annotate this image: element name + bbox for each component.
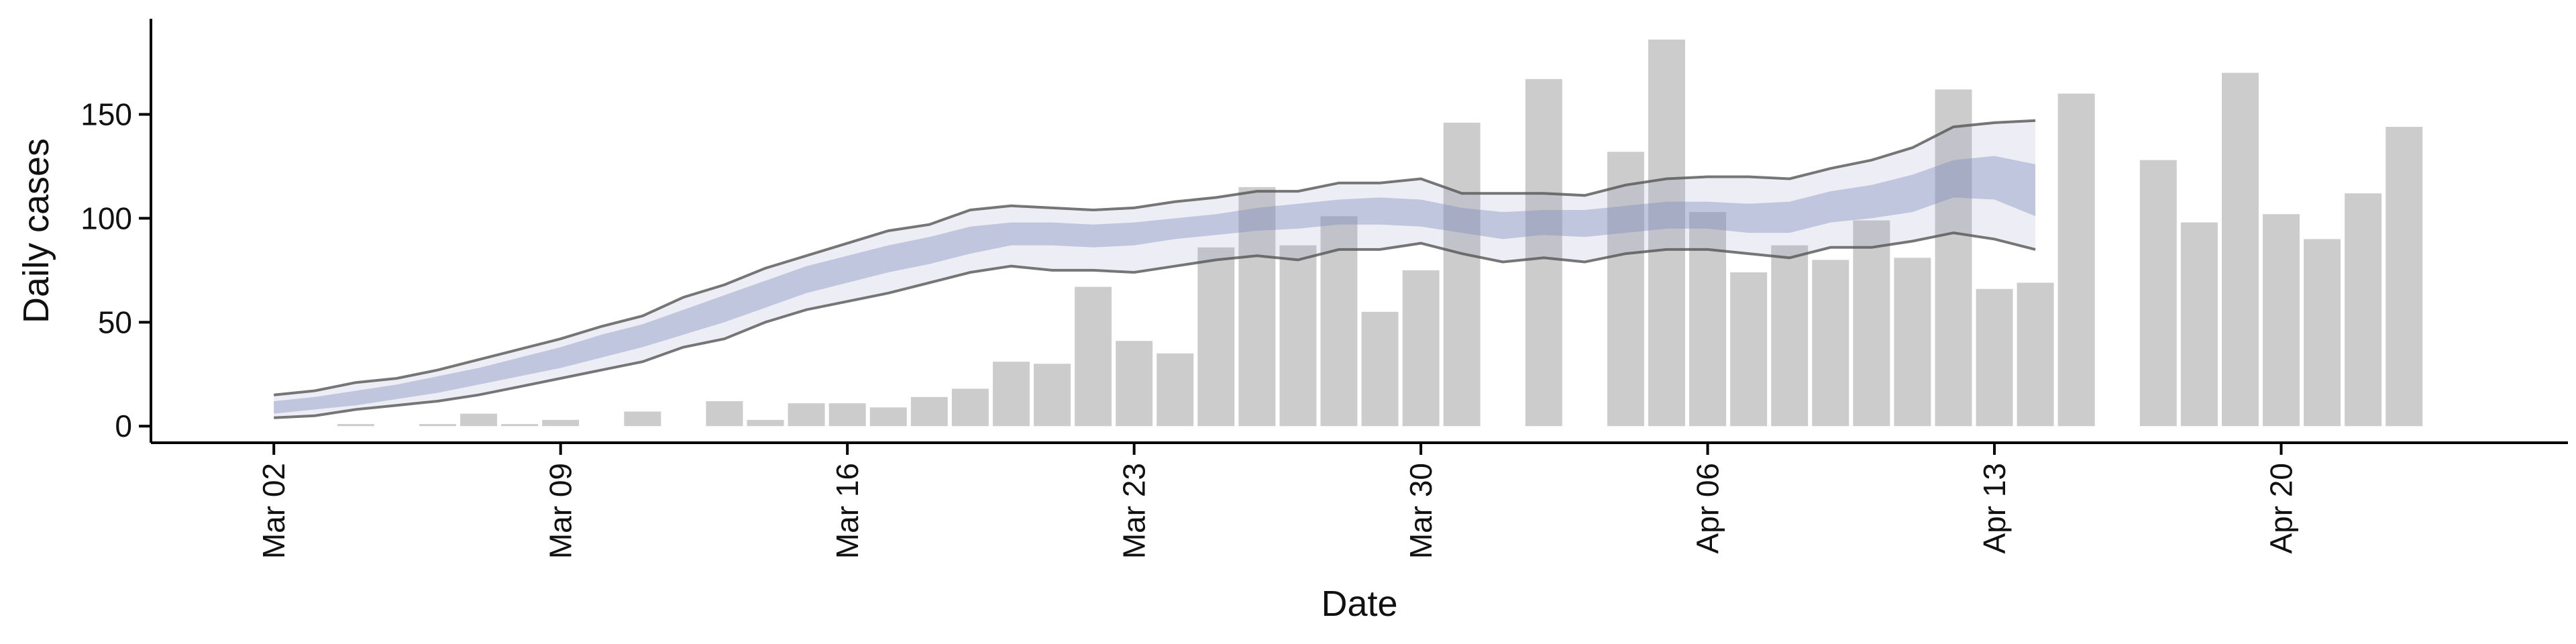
case-bar xyxy=(1853,220,1890,427)
case-bar xyxy=(1525,78,1562,427)
case-bar xyxy=(1648,39,1685,427)
x-tick-label: Mar 16 xyxy=(830,463,865,559)
case-bar xyxy=(2263,214,2300,427)
case-bar xyxy=(1320,216,1358,427)
x-tick-label: Mar 02 xyxy=(256,463,291,559)
case-bar xyxy=(951,388,989,427)
case-bar xyxy=(1607,152,1644,427)
case-bar xyxy=(910,396,948,427)
x-tick-label: Apr 20 xyxy=(2264,463,2299,554)
case-bar xyxy=(788,403,825,427)
case-bar xyxy=(2180,222,2218,427)
x-tick-label: Mar 30 xyxy=(1403,463,1438,559)
bars-layer xyxy=(337,39,2423,427)
inner-credible-band xyxy=(274,156,2036,414)
credible-band-layer xyxy=(273,119,2036,419)
case-bar xyxy=(1935,89,1972,427)
y-tick-label: 100 xyxy=(80,201,132,235)
x-tick-label: Mar 23 xyxy=(1117,463,1152,559)
case-bar xyxy=(869,407,907,427)
band-lower-edge xyxy=(274,231,2036,419)
case-bar xyxy=(1771,245,1809,427)
case-bar xyxy=(828,403,866,427)
x-axis-title: Date xyxy=(1321,584,1397,624)
case-bar xyxy=(2345,193,2382,427)
case-bar xyxy=(1443,122,1481,427)
x-tick-label: Mar 09 xyxy=(543,463,578,559)
case-bar xyxy=(542,419,580,427)
case-bar xyxy=(706,401,743,427)
case-bar xyxy=(460,413,498,427)
case-bar xyxy=(419,424,456,427)
case-bar xyxy=(747,419,784,427)
axes-layer xyxy=(150,19,2568,444)
case-bar xyxy=(1279,245,1317,427)
case-bar xyxy=(1075,286,1112,427)
x-ticks: Mar 02 Mar 09 Mar 16 Mar 23 Mar 30 Apr 06 Apr … xyxy=(256,443,2299,559)
y-axis-title: Daily cases xyxy=(16,138,56,323)
case-bar xyxy=(1812,260,1849,427)
case-bar xyxy=(992,362,1030,427)
case-bar xyxy=(2385,127,2423,427)
case-bar xyxy=(1730,272,1768,427)
case-bar xyxy=(2139,160,2177,427)
case-bar xyxy=(337,424,374,427)
y-ticks: 0 50 100 150 xyxy=(80,97,151,443)
case-bar xyxy=(2017,282,2054,427)
case-bar xyxy=(2057,93,2095,427)
x-tick-label: Apr 06 xyxy=(1690,463,1725,554)
case-bar xyxy=(2221,72,2259,427)
case-bar xyxy=(1157,353,1194,427)
case-bar xyxy=(1197,247,1235,427)
band-upper-edge xyxy=(273,119,2036,396)
x-tick-label: Apr 13 xyxy=(1977,463,2012,554)
case-bar xyxy=(1116,341,1153,427)
y-tick-label: 50 xyxy=(98,305,132,339)
case-bar xyxy=(624,411,661,427)
case-bar xyxy=(1976,288,2013,427)
y-tick-label: 150 xyxy=(80,97,132,132)
case-bar xyxy=(1034,364,1071,427)
case-bar xyxy=(1402,270,1440,427)
case-bar xyxy=(2304,239,2341,427)
case-bar xyxy=(1361,311,1399,427)
case-bar xyxy=(1689,212,1727,427)
case-bar xyxy=(1894,258,1931,427)
case-bar xyxy=(501,424,539,427)
case-bar xyxy=(1238,186,1276,427)
y-tick-label: 0 xyxy=(115,409,132,443)
